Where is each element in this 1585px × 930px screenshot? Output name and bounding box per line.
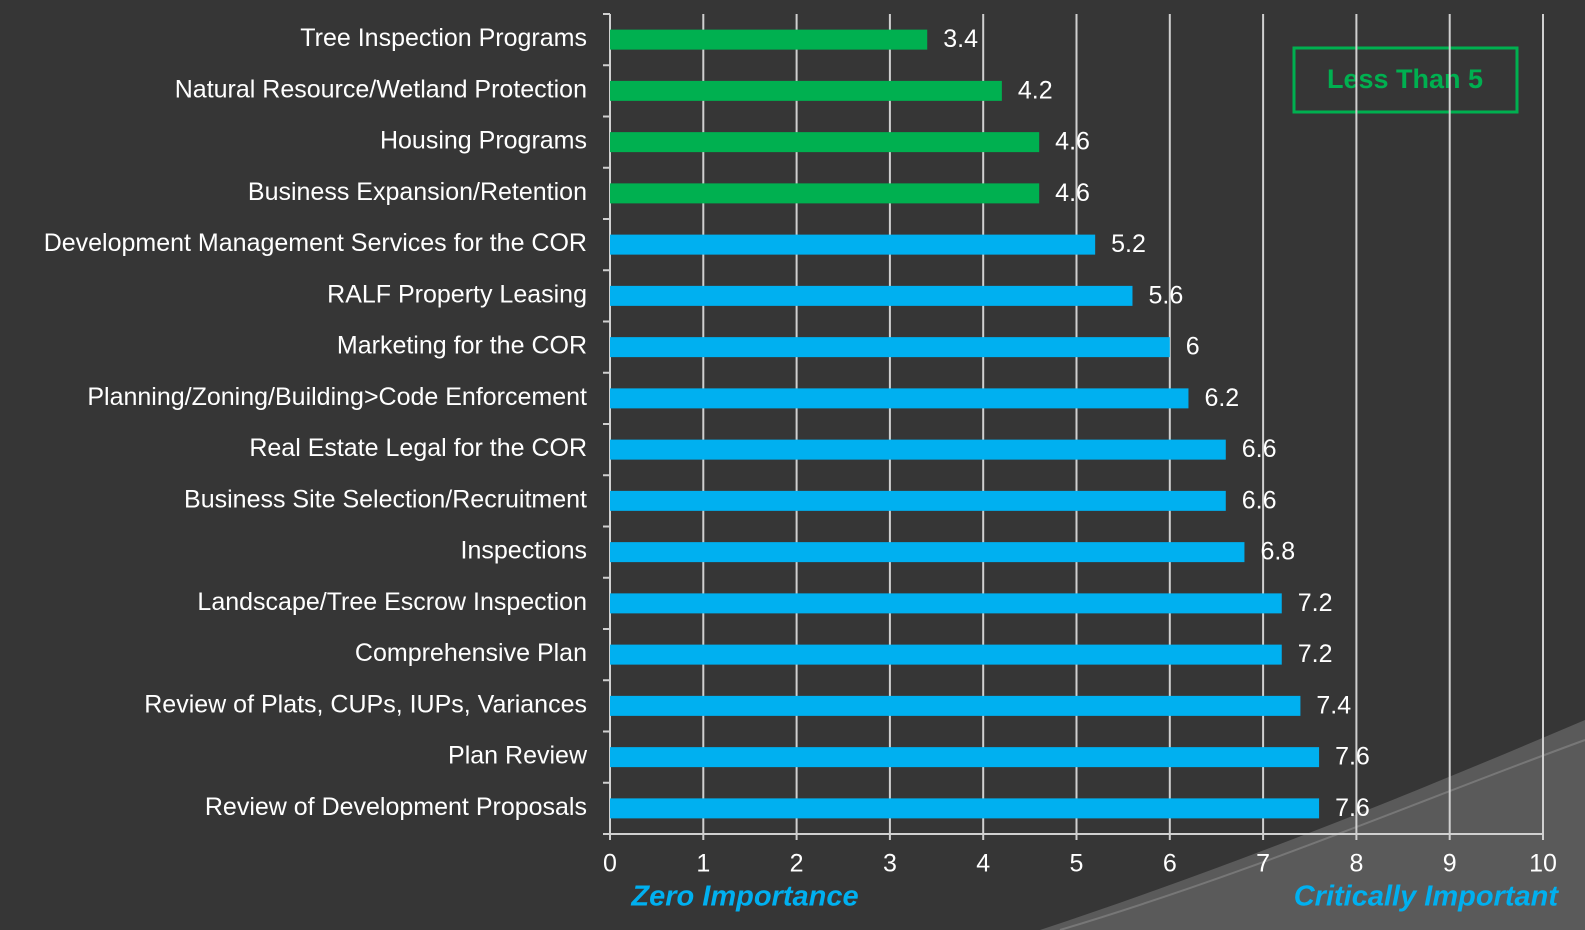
x-annotation-left: Zero Importance xyxy=(630,881,858,913)
value-label: 6.2 xyxy=(1204,384,1239,412)
value-label: 6.6 xyxy=(1242,486,1277,514)
bar xyxy=(610,798,1320,819)
x-tick-label: 0 xyxy=(603,850,617,878)
value-label: 5.2 xyxy=(1111,230,1146,258)
bar xyxy=(610,285,1133,306)
x-tick-label: 7 xyxy=(1256,850,1270,878)
bar xyxy=(610,132,1040,153)
y-tick-label: Housing Programs xyxy=(380,127,587,155)
value-label: 5.6 xyxy=(1148,281,1183,309)
value-label: 6 xyxy=(1186,333,1200,361)
x-tick-label: 6 xyxy=(1163,850,1177,878)
value-label: 4.6 xyxy=(1055,179,1090,207)
value-label: 4.2 xyxy=(1018,76,1053,104)
bar xyxy=(610,644,1282,665)
bar xyxy=(610,439,1226,460)
y-tick-label: Tree Inspection Programs xyxy=(300,24,587,52)
value-label: 7.2 xyxy=(1298,640,1333,668)
y-tick-label: Plan Review xyxy=(448,742,588,770)
value-label: 3.4 xyxy=(943,25,978,53)
value-label: 7.2 xyxy=(1298,589,1333,617)
x-tick-label: 5 xyxy=(1070,850,1084,878)
bar xyxy=(610,80,1002,101)
bar xyxy=(610,747,1320,768)
bar xyxy=(610,593,1282,614)
y-tick-label: Natural Resource/Wetland Protection xyxy=(175,75,587,103)
x-tick-label: 2 xyxy=(790,850,804,878)
bar xyxy=(610,337,1170,358)
x-tick-label: 9 xyxy=(1443,850,1457,878)
y-tick-label: Comprehensive Plan xyxy=(355,639,587,667)
y-tick-label: Inspections xyxy=(461,537,587,565)
y-tick-label: Review of Development Proposals xyxy=(205,793,587,821)
annotation-box-text: Less Than 5 xyxy=(1327,64,1483,94)
value-label: 7.6 xyxy=(1335,743,1370,771)
bar xyxy=(610,234,1096,255)
value-label: 7.4 xyxy=(1316,691,1351,719)
x-tick-label: 4 xyxy=(976,850,990,878)
value-label: 6.8 xyxy=(1260,538,1295,566)
y-tick-label: RALF Property Leasing xyxy=(327,280,587,308)
y-tick-label: Review of Plats, CUPs, IUPs, Variances xyxy=(144,690,587,718)
background-swoosh xyxy=(1040,720,1585,930)
y-tick-label: Business Expansion/Retention xyxy=(248,178,587,206)
bar xyxy=(610,183,1040,204)
bar xyxy=(610,695,1301,716)
y-tick-label: Marketing for the COR xyxy=(337,332,587,360)
y-tick-label: Business Site Selection/Recruitment xyxy=(184,485,587,513)
x-annotation-right: Critically Important xyxy=(1294,881,1560,913)
bar xyxy=(610,388,1189,409)
bar xyxy=(610,490,1226,511)
bar xyxy=(610,542,1245,563)
y-tick-label: Real Estate Legal for the COR xyxy=(249,434,587,462)
bar xyxy=(610,29,928,50)
y-tick-label: Development Management Services for the … xyxy=(44,229,587,257)
x-tick-label: 8 xyxy=(1349,850,1363,878)
annotation-box xyxy=(1292,46,1519,114)
value-label: 7.6 xyxy=(1335,794,1370,822)
value-label: 6.6 xyxy=(1242,435,1277,463)
y-tick-label: Landscape/Tree Escrow Inspection xyxy=(197,588,587,616)
x-tick-label: 3 xyxy=(883,850,897,878)
x-tick-label: 1 xyxy=(696,850,710,878)
x-tick-label: 10 xyxy=(1529,850,1557,878)
value-label: 4.6 xyxy=(1055,128,1090,156)
y-tick-label: Planning/Zoning/Building>Code Enforcemen… xyxy=(87,383,587,411)
